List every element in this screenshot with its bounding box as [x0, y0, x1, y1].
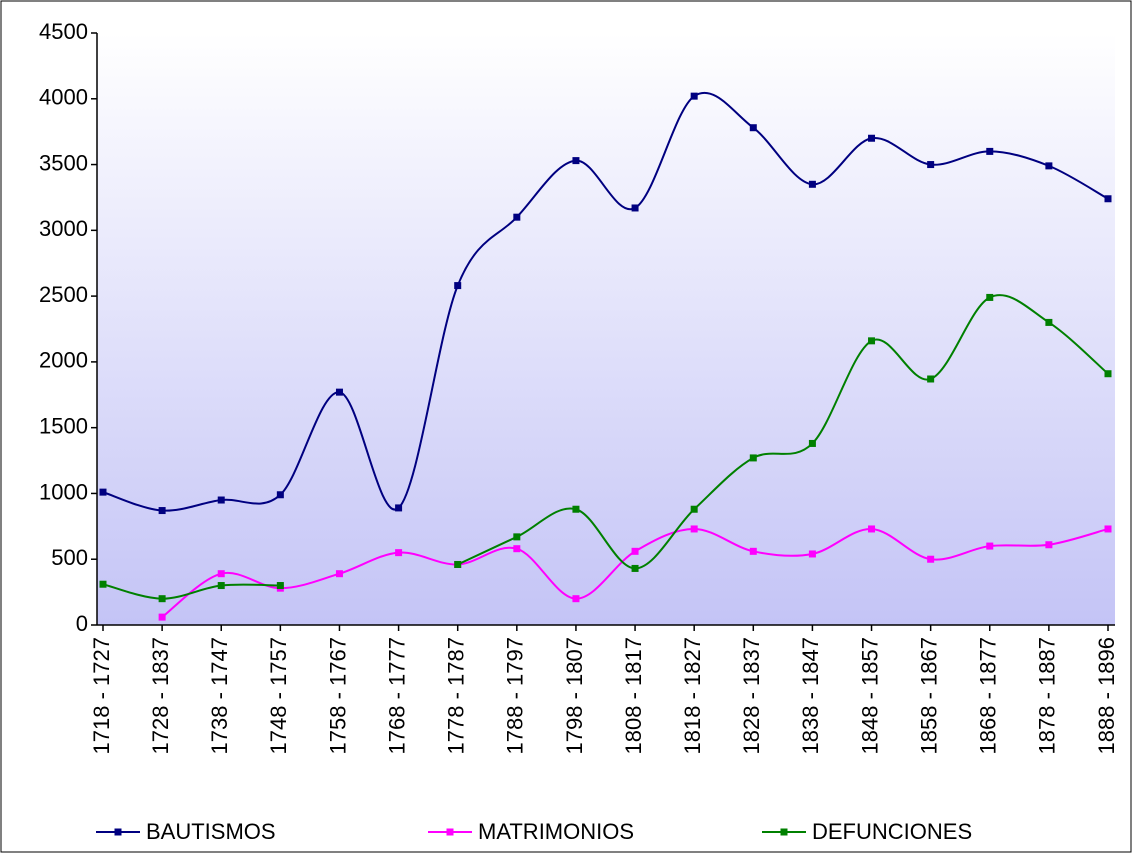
y-tick-label: 1000 — [39, 479, 88, 504]
point-marker — [690, 92, 698, 100]
point-marker — [395, 549, 403, 557]
y-tick-label: 500 — [51, 545, 88, 570]
y-tick-label: 3500 — [39, 150, 88, 175]
x-tick-label: 1818 - 1827 — [680, 637, 705, 754]
x-tick-label: 1798 - 1807 — [562, 637, 587, 754]
point-marker — [572, 595, 580, 603]
y-tick-label: 4500 — [39, 19, 88, 44]
point-marker — [1104, 195, 1112, 203]
point-marker — [927, 375, 935, 383]
point-marker — [868, 134, 876, 142]
point-marker — [276, 491, 284, 499]
y-tick-label: 4000 — [39, 85, 88, 110]
point-marker — [1104, 370, 1112, 378]
point-marker — [749, 454, 757, 462]
point-marker — [808, 439, 816, 447]
point-marker — [513, 533, 521, 541]
point-marker — [927, 555, 935, 563]
x-tick-label: 1888 - 1896 — [1094, 637, 1119, 754]
point-marker — [217, 570, 225, 578]
point-marker — [158, 613, 166, 621]
point-marker — [99, 488, 107, 496]
point-marker — [631, 204, 639, 212]
x-tick-label: 1828 - 1837 — [739, 637, 764, 754]
x-tick-label: 1868 - 1877 — [976, 637, 1001, 754]
x-tick-label: 1738 - 1747 — [207, 637, 232, 754]
point-marker — [217, 496, 225, 504]
x-tick-label: 1758 - 1767 — [325, 637, 350, 754]
point-marker — [808, 550, 816, 558]
point-marker — [927, 161, 935, 169]
legend-label: DEFUNCIONES — [812, 819, 972, 844]
x-tick-label: 1848 - 1857 — [857, 637, 882, 754]
point-marker — [335, 570, 343, 578]
point-marker — [986, 293, 994, 301]
point-marker — [454, 560, 462, 568]
point-marker — [1045, 318, 1053, 326]
point-marker — [1104, 525, 1112, 533]
point-marker — [395, 504, 403, 512]
point-marker — [572, 157, 580, 165]
legend-label: MATRIMONIOS — [478, 819, 634, 844]
x-tick-label: 1808 - 1817 — [621, 637, 646, 754]
plot-area — [97, 33, 1115, 625]
point-marker — [808, 180, 816, 188]
point-marker — [690, 505, 698, 513]
point-marker — [1045, 541, 1053, 549]
point-marker — [690, 525, 698, 533]
x-tick-label: 1778 - 1787 — [444, 637, 469, 754]
y-tick-label: 2500 — [39, 282, 88, 307]
point-marker — [217, 582, 225, 590]
point-marker — [749, 124, 757, 132]
point-marker — [868, 525, 876, 533]
y-tick-label: 0 — [76, 611, 88, 636]
point-marker — [158, 595, 166, 603]
x-tick-label: 1788 - 1797 — [503, 637, 528, 754]
point-marker — [335, 388, 343, 396]
point-marker — [986, 147, 994, 155]
x-tick-label: 1838 - 1847 — [798, 637, 823, 754]
series-line — [102, 583, 281, 600]
y-tick-label: 3000 — [39, 216, 88, 241]
y-tick-label: 1500 — [39, 413, 88, 438]
legend-marker — [446, 828, 454, 836]
point-marker — [99, 580, 107, 588]
point-marker — [276, 582, 284, 590]
x-tick-label: 1858 - 1867 — [916, 637, 941, 754]
x-tick-label: 1748 - 1757 — [266, 637, 291, 754]
point-marker — [572, 505, 580, 513]
point-marker — [631, 564, 639, 572]
x-tick-label: 1768 - 1777 — [384, 637, 409, 754]
point-marker — [513, 213, 521, 221]
x-tick-label: 1718 - 1727 — [89, 637, 114, 754]
x-tick-label: 1728 - 1837 — [148, 637, 173, 754]
point-marker — [158, 507, 166, 515]
point-marker — [749, 547, 757, 555]
point-marker — [454, 282, 462, 290]
point-marker — [631, 547, 639, 555]
legend-marker — [114, 828, 122, 836]
point-marker — [868, 337, 876, 345]
legend-marker — [780, 828, 788, 836]
legend-label: BAUTISMOS — [146, 819, 276, 844]
x-tick-label: 1878 - 1887 — [1035, 637, 1060, 754]
point-marker — [513, 545, 521, 553]
y-tick-label: 2000 — [39, 348, 88, 373]
point-marker — [986, 542, 994, 550]
point-marker — [1045, 162, 1053, 170]
